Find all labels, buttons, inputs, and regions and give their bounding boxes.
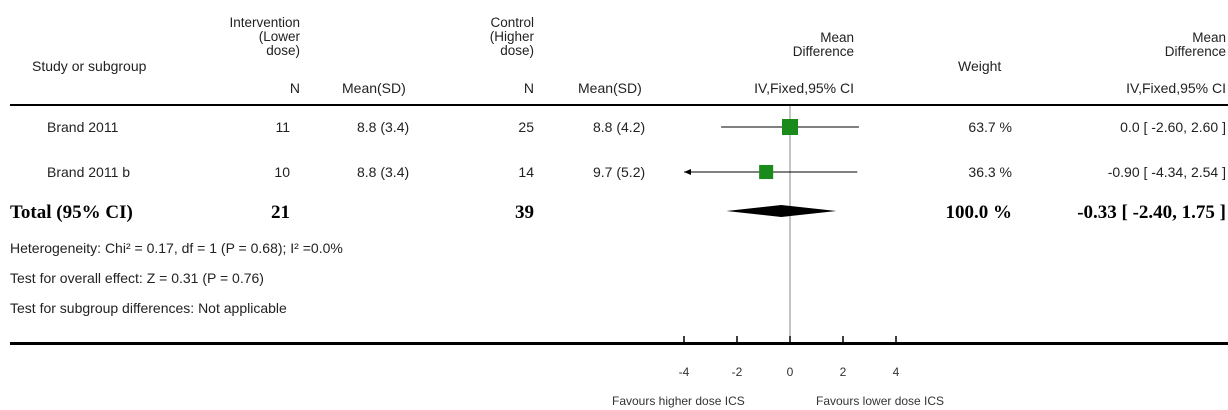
n-intervention: 11 [275,119,290,135]
subgroup-differences-note: Test for subgroup differences: Not appli… [10,300,287,316]
x-axis-tick-label: -2 [732,365,743,379]
x-axis-tick-label: 4 [893,365,900,379]
n-intervention: 10 [274,164,290,180]
favours-left-label: Favours higher dose ICS [612,394,745,408]
n-control: 14 [518,164,534,180]
total-weight: 100.0 % [945,202,1013,223]
column-header-intervention: Intervention (Lower dose) [229,15,300,58]
ci-value: -0.90 [ -4.34, 2.54 ] [1107,164,1226,180]
ci-value: 0.0 [ -2.60, 2.60 ] [1120,119,1226,135]
total-label: Total (95% CI) [10,202,133,223]
subheader-method-ci: IV,Fixed,95% CI [1126,80,1226,96]
meansd-intervention: 8.8 (3.4) [357,164,410,180]
column-header-mean-difference-plot: Mean Difference [792,30,854,59]
meansd-control: 8.8 (4.2) [593,119,646,135]
favours-right-label: Favours lower dose ICS [816,394,945,408]
x-axis-tick-label: 0 [787,365,794,379]
subheader-method-plot: IV,Fixed,95% CI [754,80,854,96]
total-n-control: 39 [515,202,534,223]
total-ci: -0.33 [ -2.40, 1.75 ] [1077,202,1226,223]
x-axis-tick-label: -4 [679,365,690,379]
overall-effect-note: Test for overall effect: Z = 0.31 (P = 0… [10,270,264,286]
weight-value: 36.3 % [968,164,1012,180]
subheader-n-control: N [523,80,534,96]
column-header-study: Study or subgroup [32,58,147,74]
pooled-diamond [726,205,837,217]
study-name: Brand 2011 [47,119,119,135]
n-control: 25 [518,119,534,135]
column-header-control: Control (Higher dose) [489,15,534,58]
x-axis-tick-label: 2 [840,365,847,379]
study-name: Brand 2011 b [47,164,131,180]
heterogeneity-note: Heterogeneity: Chi² = 0.17, df = 1 (P = … [10,240,343,256]
bottom-rule [10,342,1228,345]
meansd-intervention: 8.8 (3.4) [357,119,410,135]
header-rule [10,104,1228,106]
ci-arrow-left [684,169,691,175]
column-header-mean-difference: Mean Difference [1164,30,1226,59]
meansd-control: 9.7 (5.2) [593,164,646,180]
study-square [759,164,774,180]
total-n-intervention: 21 [271,202,290,223]
column-header-weight: Weight [958,58,1002,74]
subheader-meansd-intervention: Mean(SD) [342,80,406,96]
subheader-meansd-control: Mean(SD) [578,80,642,96]
study-square [782,119,798,135]
subheader-n-intervention: N [289,80,300,96]
weight-value: 63.7 % [968,119,1012,135]
